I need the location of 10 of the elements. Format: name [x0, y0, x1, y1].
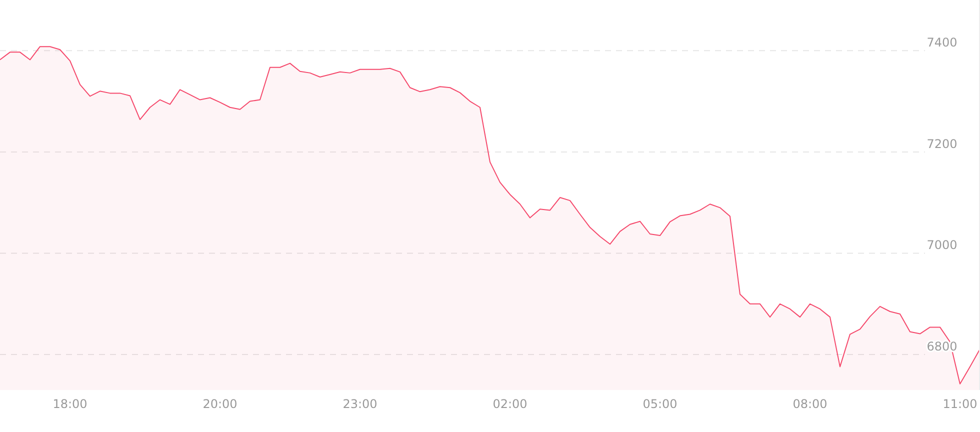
- x-tick-label: 05:00: [642, 397, 678, 411]
- x-tick-label: 20:00: [202, 397, 238, 411]
- x-tick-label: 02:00: [492, 397, 528, 411]
- y-tick-label: 7200: [926, 136, 958, 151]
- x-tick-label: 11:00: [942, 397, 978, 411]
- y-tick-label: 7000: [926, 238, 958, 252]
- y-tick-label: 7400: [926, 36, 958, 50]
- x-tick-label: 08:00: [792, 397, 828, 411]
- x-tick-label: 18:00: [52, 397, 88, 411]
- x-tick-label: 23:00: [342, 397, 378, 411]
